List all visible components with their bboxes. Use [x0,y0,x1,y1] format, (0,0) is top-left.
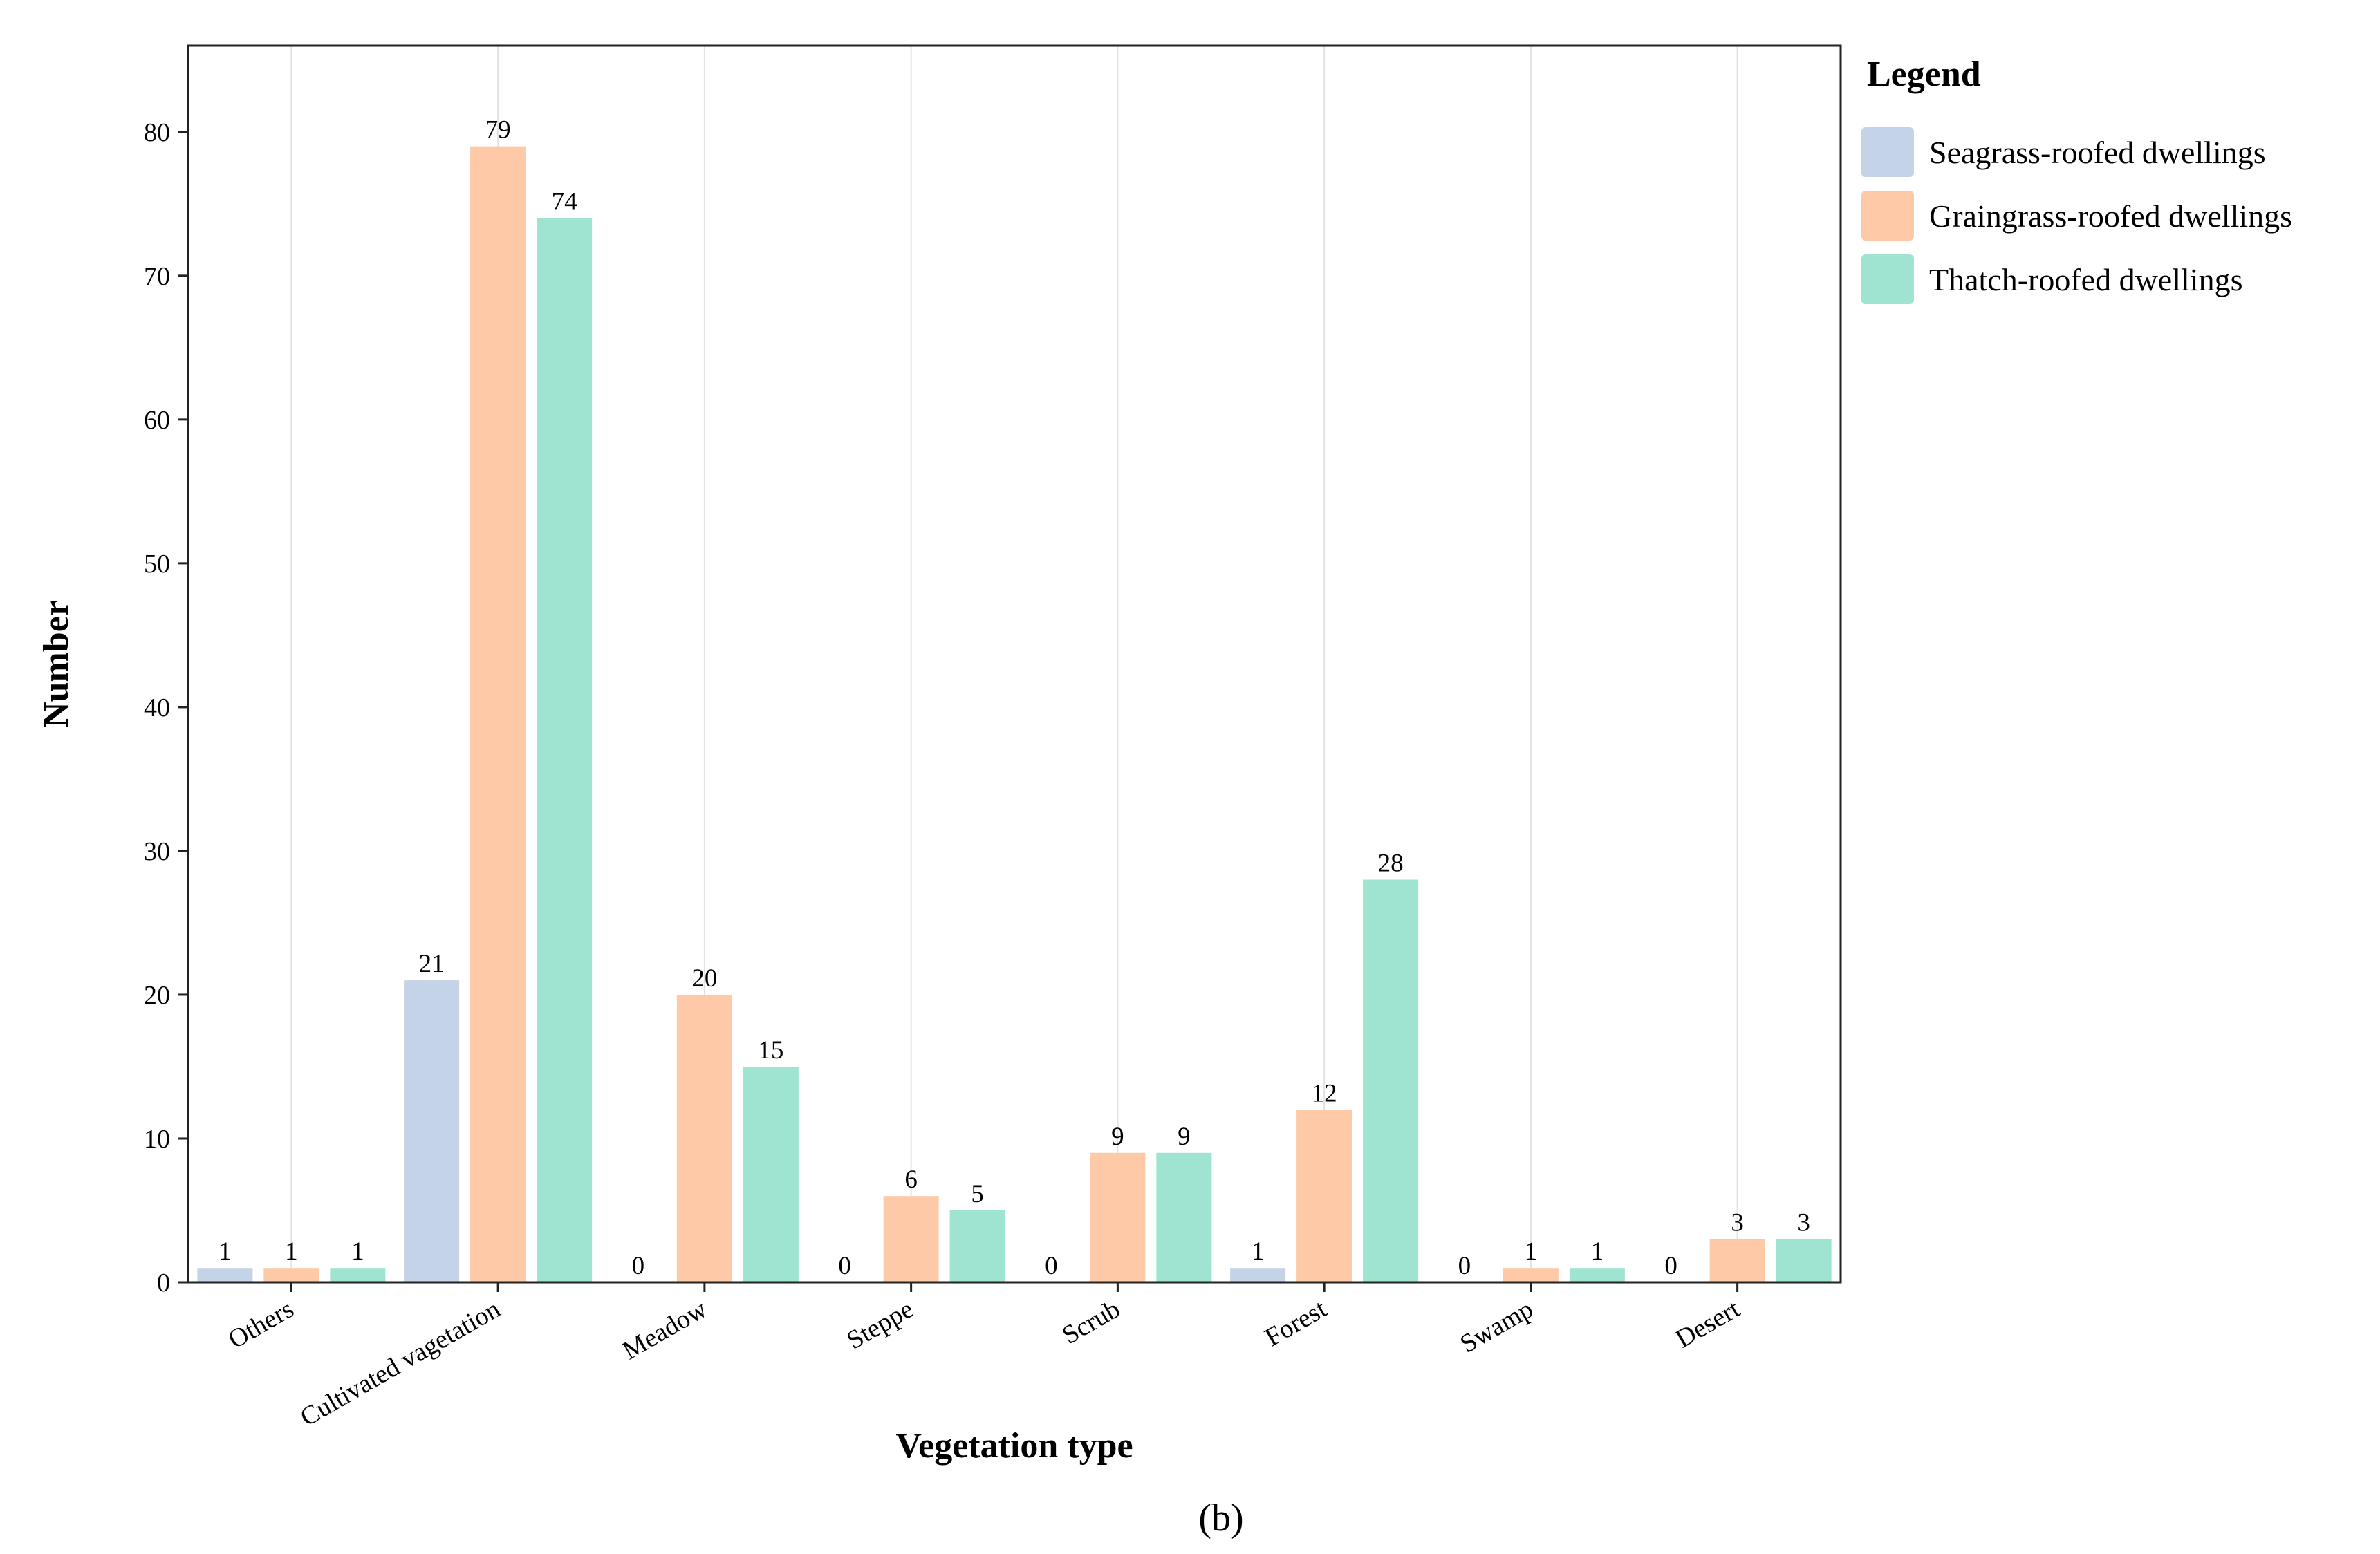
bar [537,218,593,1282]
bar [1569,1268,1625,1282]
data-label: 12 [1312,1079,1337,1107]
x-tick-label: Scrub [1057,1294,1125,1350]
bar [743,1066,799,1282]
x-tick-label: Forest [1260,1294,1332,1352]
data-label: 28 [1378,850,1404,878]
data-label: 15 [758,1036,783,1065]
bar [676,994,732,1282]
data-label: 0 [1458,1252,1471,1280]
legend-title: Legend [1867,55,1981,94]
data-label: 1 [1252,1237,1265,1266]
bar [949,1210,1005,1282]
legend-label: Graingrass-roofed dwellings [1929,198,2292,234]
data-label: 1 [1591,1237,1604,1266]
y-tick-label: 20 [144,981,170,1010]
plot-frame [187,44,1842,1284]
y-tick-label: 0 [157,1269,170,1298]
data-label: 3 [1797,1209,1810,1237]
y-tick-label: 40 [144,693,170,722]
bar [1090,1152,1146,1282]
data-label: 0 [838,1252,851,1280]
x-tick-label: Desert [1671,1294,1745,1354]
bar [883,1196,939,1282]
legend-swatch [1861,254,1914,304]
data-label: 0 [1045,1252,1058,1280]
y-tick-label: 50 [144,550,170,579]
x-axis-title: Vegetation type [895,1426,1133,1466]
x-tick-label: Meadow [617,1294,712,1365]
bar [263,1268,319,1282]
data-label: 5 [971,1180,984,1208]
y-tick-label: 70 [144,262,170,291]
y-tick-label: 80 [144,118,170,147]
x-tick-label: Cultivated vagetation [295,1294,505,1432]
data-label: 1 [1525,1237,1538,1266]
y-tick-label: 60 [144,406,170,435]
data-label: 21 [419,950,445,978]
x-tick-label: Swamp [1456,1294,1538,1358]
y-tick-label: 10 [144,1125,170,1154]
bar [1503,1268,1559,1282]
bar [330,1268,386,1282]
y-tick-label: 30 [144,837,170,866]
legend: Legend Seagrass-roofed dwellings Graingra… [1861,55,2292,304]
bar [1156,1152,1212,1282]
legend-swatch [1861,127,1914,177]
x-tick-label: Steppe [842,1294,919,1355]
legend-swatch [1861,191,1914,241]
bars [197,146,1832,1283]
data-label: 74 [552,188,577,216]
bar [1296,1110,1352,1282]
data-label: 0 [632,1252,645,1280]
y-axis-title: Number [37,600,76,728]
bar [1776,1239,1832,1282]
data-label: 1 [351,1237,364,1266]
data-label: 9 [1111,1123,1124,1151]
bar [1709,1239,1765,1282]
data-label: 1 [219,1237,232,1266]
figure-caption: (b) [1198,1497,1243,1539]
data-label: 9 [1178,1123,1191,1151]
data-label: 3 [1731,1209,1744,1237]
data-label: 0 [1664,1252,1677,1280]
data-label: 79 [485,116,511,144]
data-label: 20 [691,964,717,993]
legend-label: Seagrass-roofed dwellings [1929,135,2266,170]
bar [470,146,526,1283]
bar [197,1268,253,1282]
x-tick-label: Others [223,1294,299,1354]
data-label: 6 [904,1166,918,1194]
data-label: 1 [285,1237,298,1266]
bar [404,980,460,1282]
bar [1230,1268,1286,1282]
bar [1363,879,1419,1282]
legend-label: Thatch-roofed dwellings [1929,262,2242,297]
